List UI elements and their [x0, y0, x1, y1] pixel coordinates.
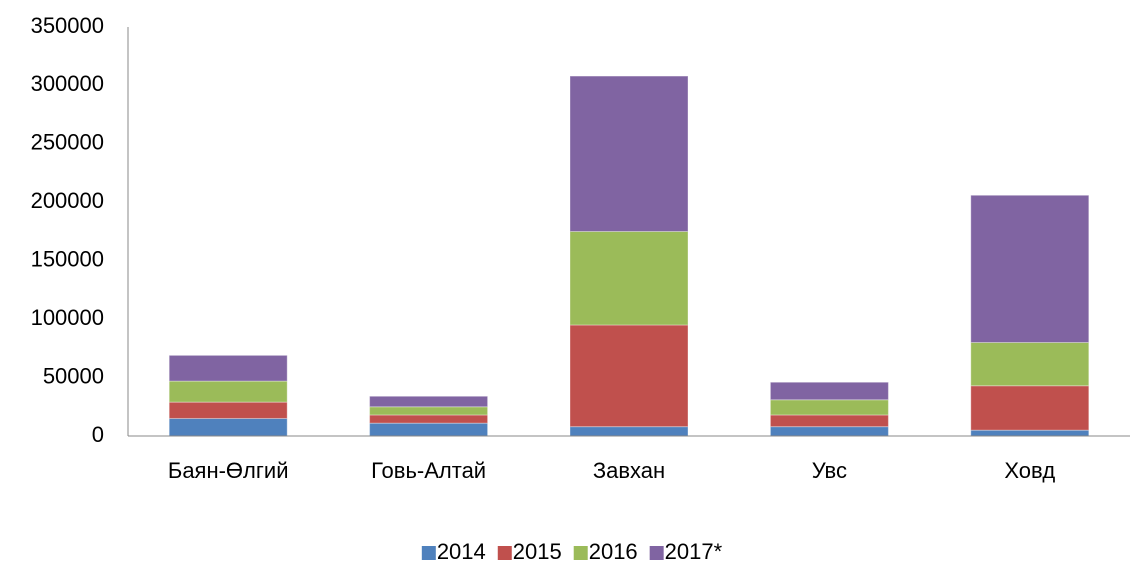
legend-label: 2017*: [665, 539, 723, 564]
bar-segment: [970, 194, 1090, 344]
legend-swatch: [421, 546, 436, 560]
bar-segment: [769, 399, 889, 416]
x-tick-label: Ховд: [1004, 458, 1055, 483]
legend-swatch: [497, 546, 512, 560]
x-tick-label: Увс: [812, 458, 847, 483]
bar-segment: [168, 417, 288, 437]
legend: 2014 2015 2016 2017*: [421, 539, 723, 564]
legend-swatch: [649, 546, 664, 560]
bar-segment: [970, 429, 1090, 437]
bar-segment: [369, 422, 489, 437]
bar-segment: [569, 75, 689, 232]
bar-segment: [168, 354, 288, 382]
y-tick-label: 150000: [31, 247, 104, 272]
bar-segment: [769, 426, 889, 437]
y-tick-label: 100000: [31, 305, 104, 330]
y-tick-label: 200000: [31, 188, 104, 213]
x-tick-label: Говь-Алтай: [371, 458, 486, 483]
bar-segment: [168, 401, 288, 419]
y-tick-label: 250000: [31, 130, 104, 155]
bar-segment: [168, 380, 288, 403]
y-tick-label: 350000: [31, 13, 104, 38]
bar-segment: [569, 426, 689, 437]
y-tick-label: 300000: [31, 71, 104, 96]
bar-segment: [369, 406, 489, 416]
bar-segment: [769, 381, 889, 401]
bar-segment: [369, 414, 489, 424]
x-tick-label: Завхан: [593, 458, 665, 483]
bar-segment: [369, 395, 489, 408]
y-tick-label: 0: [92, 422, 104, 447]
y-tick-label: 50000: [43, 363, 104, 388]
bar-segment: [569, 324, 689, 428]
legend-label: 2015: [513, 539, 562, 564]
bar-segment: [970, 342, 1090, 387]
legend-label: 2014: [437, 539, 486, 564]
legend-swatch: [573, 546, 588, 560]
legend-label: 2016: [589, 539, 638, 564]
bar-segment: [569, 231, 689, 326]
bar-segment: [769, 414, 889, 428]
bar-segment: [970, 385, 1090, 431]
x-tick-label: Баян-Өлгий: [168, 458, 289, 483]
